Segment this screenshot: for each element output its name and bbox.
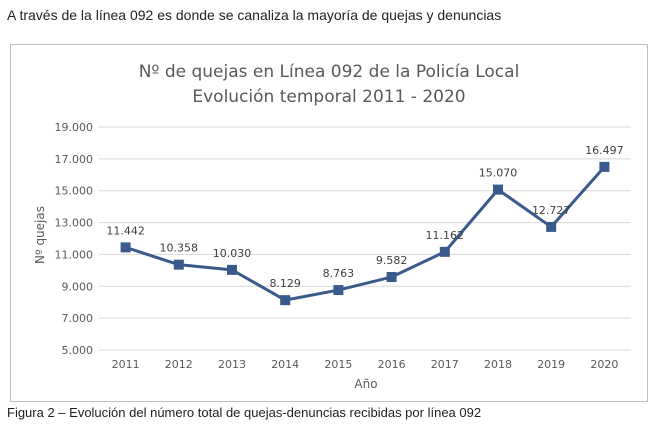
y-tick-label: 19.000 bbox=[55, 121, 94, 134]
data-label: 8.129 bbox=[269, 277, 301, 290]
x-tick-label: 2014 bbox=[271, 358, 299, 371]
x-tick-label: 2019 bbox=[537, 358, 565, 371]
figure-caption: Figura 2 – Evolución del número total de… bbox=[7, 405, 482, 420]
data-point-marker bbox=[120, 242, 131, 253]
data-point-marker bbox=[546, 221, 557, 232]
data-label: 11.162 bbox=[426, 229, 465, 242]
chart-title-line-2: Evolución temporal 2011 - 2020 bbox=[192, 87, 465, 107]
y-axis-title: Nº quejas bbox=[33, 206, 47, 264]
data-point-marker bbox=[386, 272, 397, 283]
x-tick-label: 2013 bbox=[218, 358, 246, 371]
x-axis-title: Año bbox=[354, 377, 377, 391]
data-labels: 11.442 10.358 10.030 8.129 8.763 9.582 11.162 1… bbox=[106, 144, 623, 290]
y-tick-label: 17.000 bbox=[55, 153, 94, 166]
data-label: 11.442 bbox=[106, 224, 145, 237]
chart-container: Nº de quejas en Línea 092 de la Policía … bbox=[10, 44, 648, 402]
chart-title-line-1: Nº de quejas en Línea 092 de la Policía … bbox=[139, 62, 520, 82]
line-chart: Nº de quejas en Línea 092 de la Policía … bbox=[33, 62, 631, 391]
x-tick-label: 2015 bbox=[324, 358, 352, 371]
data-label: 9.582 bbox=[376, 254, 408, 267]
data-label: 10.030 bbox=[213, 247, 252, 260]
data-point-marker bbox=[280, 295, 291, 306]
x-tick-label: 2017 bbox=[431, 358, 459, 371]
x-tick-label: 2018 bbox=[484, 358, 512, 371]
page-heading: A través de la línea 092 es donde se can… bbox=[7, 7, 502, 23]
x-tick-label: 2016 bbox=[378, 358, 406, 371]
y-tick-label: 9.000 bbox=[62, 280, 94, 293]
y-tick-label: 11.000 bbox=[55, 248, 94, 261]
data-point-marker bbox=[227, 264, 237, 275]
series-line bbox=[120, 161, 610, 306]
y-tick-label: 7.000 bbox=[62, 312, 94, 325]
data-label: 16.497 bbox=[585, 144, 624, 157]
data-point-marker bbox=[599, 161, 610, 172]
data-label: 8.763 bbox=[323, 267, 355, 280]
x-tick-label: 2011 bbox=[112, 358, 140, 371]
data-point-marker bbox=[493, 184, 503, 195]
data-point-marker bbox=[439, 246, 450, 257]
data-label: 10.358 bbox=[160, 242, 199, 255]
y-axis-tick-labels: 5.000 7.000 9.000 11.000 13.000 15.000 17.000 1… bbox=[55, 121, 94, 357]
y-tick-label: 5.000 bbox=[62, 344, 94, 357]
x-tick-label: 2012 bbox=[165, 358, 193, 371]
gridlines bbox=[99, 126, 631, 351]
series-line-path bbox=[125, 165, 606, 302]
data-point-marker bbox=[333, 285, 344, 296]
data-point-marker bbox=[173, 259, 184, 270]
y-tick-label: 13.000 bbox=[55, 217, 94, 230]
data-label: 12.727 bbox=[532, 204, 571, 217]
y-tick-label: 15.000 bbox=[55, 185, 94, 198]
x-tick-label: 2020 bbox=[590, 358, 618, 371]
x-axis-tick-labels: 2011 2012 2013 2014 2015 2016 2017 2018 2019 2020 bbox=[112, 358, 619, 371]
data-label: 15.070 bbox=[479, 167, 518, 180]
